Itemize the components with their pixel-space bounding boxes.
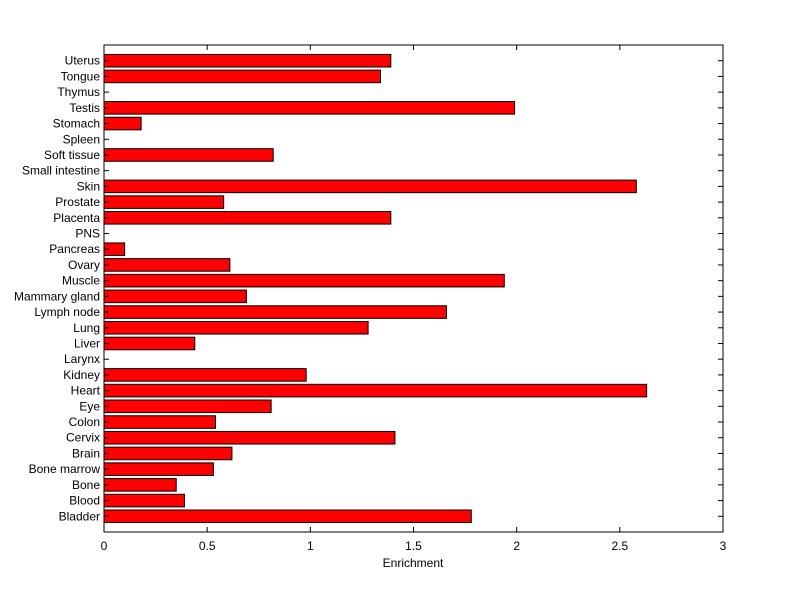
bar-liver: [103, 336, 196, 351]
bar-soft-tissue: [103, 148, 274, 162]
bar-testis: [103, 101, 516, 115]
category-label-eye: Eye: [79, 399, 100, 413]
bar-placenta: [103, 211, 392, 225]
category-label-kidney: Kidney: [63, 368, 100, 382]
category-label-skin: Skin: [77, 179, 100, 193]
bar-mammary-gland: [103, 289, 247, 304]
bar-brain: [103, 446, 233, 461]
x-tick-label-1: 0.5: [199, 539, 216, 553]
bar-eye: [103, 399, 272, 414]
bar-colon: [103, 415, 216, 429]
bar-tongue: [103, 69, 381, 84]
bar-ovary: [103, 258, 231, 272]
bar-bone-marrow: [103, 462, 214, 476]
x-tick-label-0: 0: [101, 539, 108, 553]
category-label-colon: Colon: [69, 415, 100, 429]
category-label-muscle: Muscle: [62, 274, 100, 288]
bar-heart: [103, 383, 648, 398]
category-label-brain: Brain: [72, 446, 100, 460]
category-label-tongue: Tongue: [61, 69, 101, 83]
bar-blood: [103, 493, 185, 508]
bar-uterus: [103, 53, 392, 68]
category-label-testis: Testis: [69, 101, 100, 115]
category-label-blood: Blood: [69, 494, 100, 508]
x-tick-label-4: 2: [513, 539, 520, 553]
category-label-cervix: Cervix: [66, 431, 100, 445]
category-label-uterus: Uterus: [65, 54, 100, 68]
category-label-lung: Lung: [73, 321, 100, 335]
category-label-larynx: Larynx: [64, 352, 100, 366]
bar-muscle: [103, 273, 505, 288]
x-tick-label-6: 3: [720, 539, 727, 553]
category-label-spleen: Spleen: [63, 132, 100, 146]
bar-stomach: [103, 116, 142, 131]
ticks-group: [103, 45, 724, 532]
category-label-stomach: Stomach: [53, 117, 100, 131]
category-label-placenta: Placenta: [53, 211, 100, 225]
category-label-thymus: Thymus: [57, 85, 100, 99]
category-label-pns: PNS: [75, 227, 100, 241]
x-tick-labels: 0 0.5 1 1.5 2 2.5 3: [101, 539, 727, 553]
category-label-pancreas: Pancreas: [49, 242, 100, 256]
bar-skin: [103, 179, 637, 194]
x-tick-label-5: 2.5: [611, 539, 628, 553]
bar-bladder: [103, 509, 472, 524]
bar-lung: [103, 320, 369, 335]
bar-cervix: [103, 430, 396, 445]
x-tick-label-3: 1.5: [405, 539, 422, 553]
category-label-soft-tissue: Soft tissue: [44, 148, 100, 162]
bar-prostate: [103, 195, 225, 209]
x-tick-label-2: 1: [307, 539, 314, 553]
category-label-mammary-gland: Mammary gland: [14, 289, 100, 303]
category-label-bone-marrow: Bone marrow: [29, 462, 101, 476]
plot-frame: [103, 44, 724, 533]
category-label-bladder: Bladder: [59, 509, 100, 523]
bar-bone: [103, 478, 177, 492]
x-axis-label: Enrichment: [383, 556, 444, 570]
category-label-heart: Heart: [71, 384, 101, 398]
bar-kidney: [103, 368, 307, 382]
bar-lymph-node: [103, 305, 448, 319]
category-label-ovary: Ovary: [68, 258, 100, 272]
category-label-bone: Bone: [72, 478, 100, 492]
category-label-liver: Liver: [74, 336, 100, 350]
category-label-small-intestine: Small intestine: [22, 164, 100, 178]
category-label-prostate: Prostate: [55, 195, 100, 209]
category-label-lymph-node: Lymph node: [34, 305, 100, 319]
